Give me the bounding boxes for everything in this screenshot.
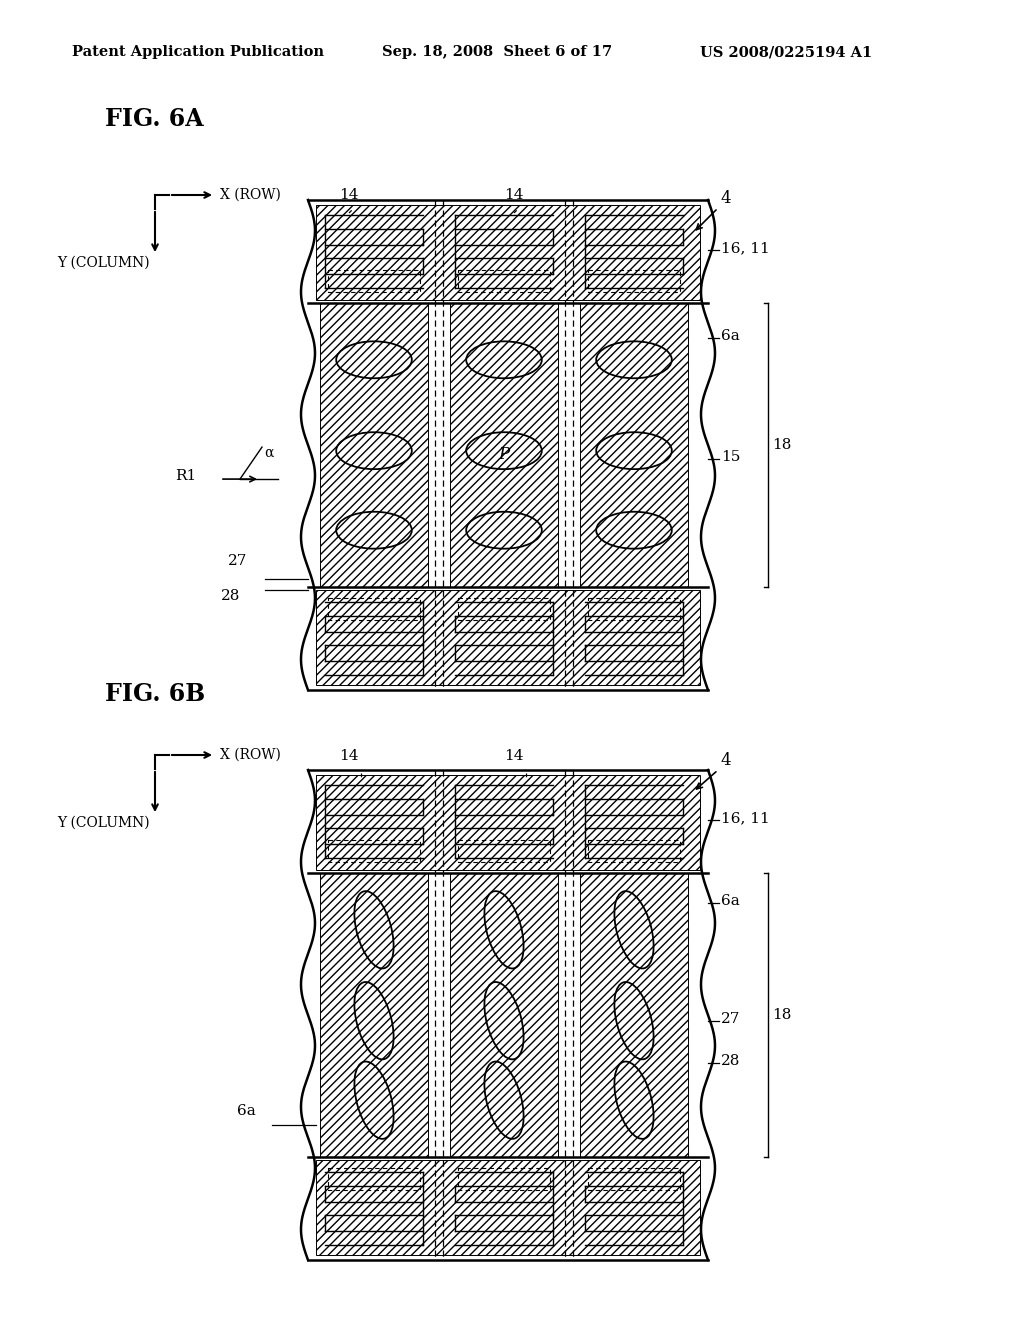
Bar [316, 1160, 700, 1255]
Text: 14: 14 [339, 748, 358, 763]
Text: 14: 14 [339, 187, 358, 202]
Text: 27: 27 [228, 554, 248, 568]
Text: Patent Application Publication: Patent Application Publication [72, 45, 324, 59]
Text: 18: 18 [772, 438, 792, 451]
Bar [319, 873, 428, 1158]
Text: 16, 11: 16, 11 [721, 810, 770, 825]
Text: X (ROW): X (ROW) [220, 748, 281, 762]
Bar [588, 598, 680, 620]
Text: R1: R1 [175, 469, 197, 483]
Bar [316, 590, 700, 685]
Text: 18: 18 [772, 1008, 792, 1022]
Bar [580, 304, 688, 587]
Text: X (ROW): X (ROW) [220, 187, 281, 202]
Bar [588, 840, 680, 862]
Text: Sep. 18, 2008  Sheet 6 of 17: Sep. 18, 2008 Sheet 6 of 17 [382, 45, 612, 59]
Bar [588, 271, 680, 292]
Text: 15: 15 [721, 450, 740, 465]
Bar [458, 271, 550, 292]
Text: Y (COLUMN): Y (COLUMN) [57, 816, 150, 830]
Bar [328, 1168, 420, 1191]
Text: 6a: 6a [237, 1104, 256, 1118]
Text: 4: 4 [720, 190, 731, 207]
Text: 4: 4 [720, 752, 731, 770]
Text: FIG. 6A: FIG. 6A [105, 107, 204, 131]
Text: US 2008/0225194 A1: US 2008/0225194 A1 [700, 45, 872, 59]
Bar [450, 873, 558, 1158]
Text: P: P [498, 446, 509, 463]
Bar [319, 304, 428, 587]
Text: 6a: 6a [721, 329, 739, 343]
Bar [328, 271, 420, 292]
Text: 28: 28 [721, 1055, 740, 1068]
Text: 6a: 6a [721, 894, 739, 908]
Text: Y (COLUMN): Y (COLUMN) [57, 256, 150, 271]
Bar [316, 775, 700, 870]
Bar [450, 304, 558, 587]
Text: 16, 11: 16, 11 [721, 242, 770, 255]
Bar [328, 840, 420, 862]
Bar [588, 1168, 680, 1191]
Bar [580, 873, 688, 1158]
Text: 27: 27 [721, 1011, 740, 1026]
Text: 28: 28 [221, 589, 241, 603]
Text: α: α [264, 446, 273, 461]
Bar [316, 205, 700, 300]
Text: 14: 14 [504, 748, 523, 763]
Text: FIG. 6B: FIG. 6B [105, 682, 205, 706]
Text: 14: 14 [504, 187, 523, 202]
Bar [458, 598, 550, 620]
Bar [458, 840, 550, 862]
Bar [328, 598, 420, 620]
Bar [458, 1168, 550, 1191]
